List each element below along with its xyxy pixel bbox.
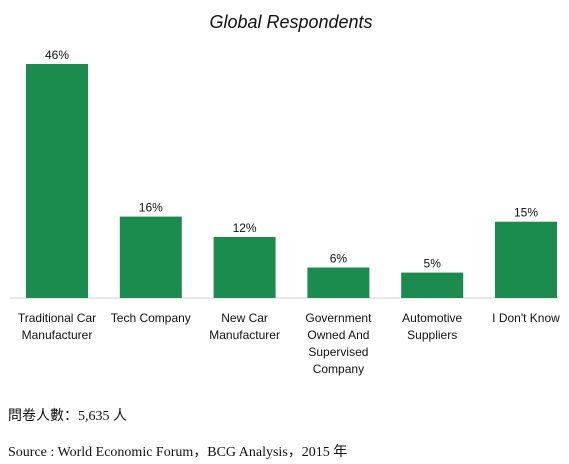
category-label-line: Tech Company [111,311,191,325]
bar-1 [119,216,182,298]
category-labels-group: Traditional Car Manufacturer Tech Company N… [18,311,560,376]
category-label-line: Owned And [307,328,369,342]
category-label-line: New Car [221,311,268,325]
bar-chart: 46% 16% 12% 6% 5% 15% Traditional Car Manufact… [10,48,560,376]
bar-5 [495,221,557,298]
category-label-line: Manufacturer [209,328,280,342]
value-label-4: 5% [424,257,442,271]
category-label-4: Automotive Suppliers [402,311,462,342]
category-label-line: Company [313,362,364,376]
category-label-0: Traditional Car Manufacturer [18,311,96,342]
bar-4 [401,272,464,298]
bar-2 [213,237,276,298]
category-label-line: Manufacturer [22,328,93,342]
category-label-2: New Car Manufacturer [209,311,280,342]
source-note: Source : World Economic Forum，BCG Analys… [8,445,348,460]
category-label-line: Supervised [308,345,368,359]
category-label-3: Government Owned And Supervised Company [305,311,372,376]
value-label-5: 15% [514,206,538,220]
category-label-1: Tech Company [111,311,191,325]
value-label-2: 12% [233,221,257,235]
respondents-note: 問卷人數：5,635 人 [8,409,127,424]
value-label-1: 16% [139,201,163,215]
bar-3 [307,267,370,298]
value-label-0: 46% [45,48,69,62]
category-label-line: I Don't Know [492,311,560,325]
chart-title: Global Respondents [209,12,373,32]
value-label-3: 6% [330,252,348,266]
category-label-line: Traditional Car [18,311,96,325]
bars-group [26,64,557,298]
category-label-line: Automotive [402,311,462,325]
bar-0 [26,64,88,298]
category-label-5: I Don't Know [492,311,560,325]
category-label-line: Suppliers [407,328,457,342]
value-labels-group: 46% 16% 12% 6% 5% 15% [45,48,538,271]
category-label-line: Government [305,311,372,325]
